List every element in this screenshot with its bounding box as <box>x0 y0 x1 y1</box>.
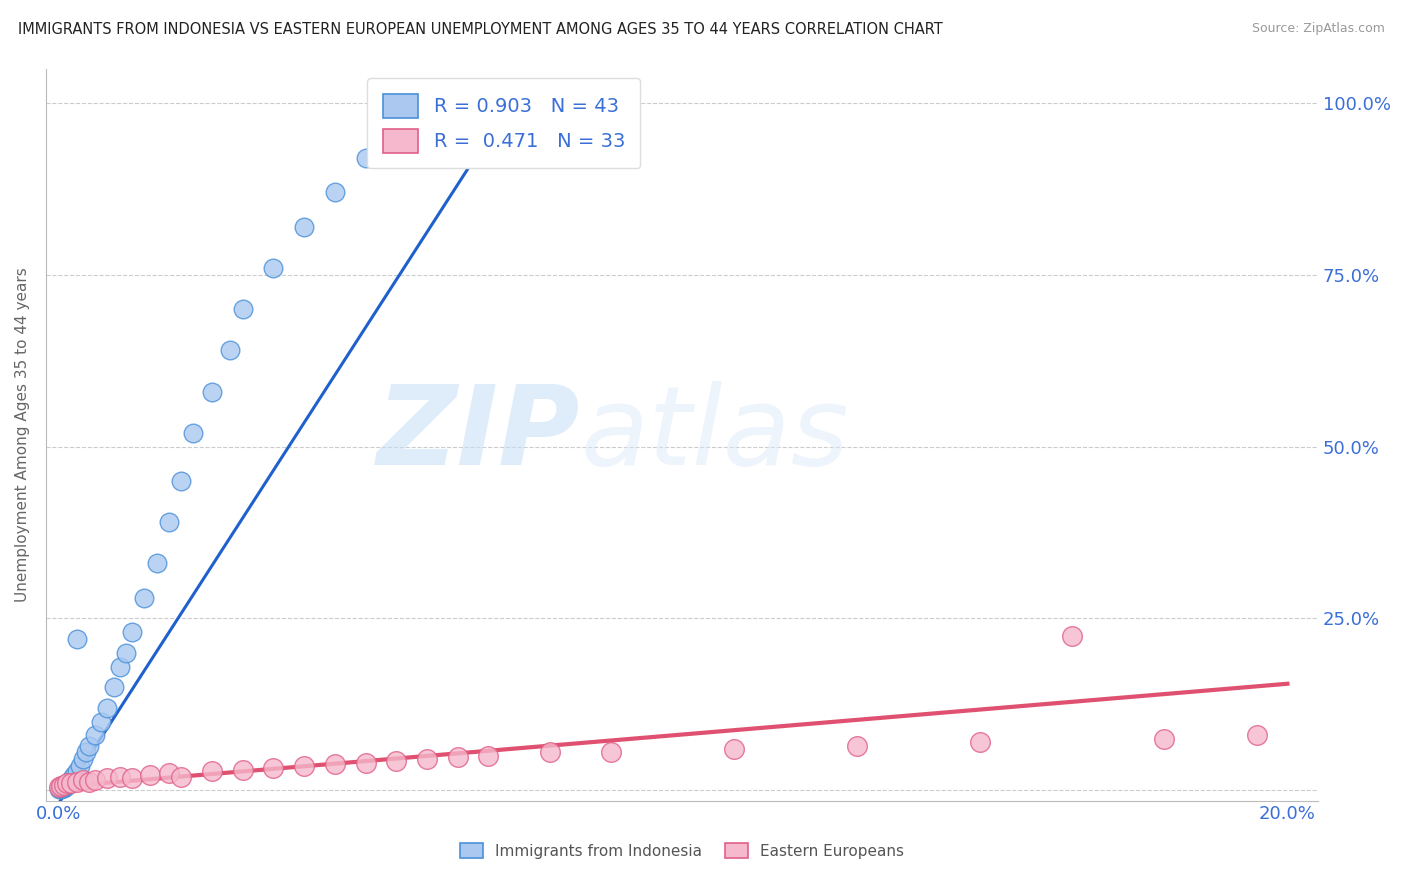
Point <box>262 260 284 275</box>
Point <box>219 343 242 358</box>
Point <box>121 625 143 640</box>
Point <box>66 632 89 646</box>
Point <box>201 764 224 778</box>
Point <box>134 591 156 605</box>
Point <box>157 515 180 529</box>
Point <box>723 742 745 756</box>
Point <box>385 755 408 769</box>
Text: ZIP: ZIP <box>377 381 581 488</box>
Point <box>292 219 315 234</box>
Point <box>354 756 377 770</box>
Point <box>72 772 94 787</box>
Point <box>108 659 131 673</box>
Point <box>323 757 346 772</box>
Point <box>72 752 94 766</box>
Point <box>52 780 75 794</box>
Point <box>75 746 97 760</box>
Point <box>56 779 79 793</box>
Point <box>183 425 205 440</box>
Point <box>59 772 82 787</box>
Point <box>53 780 76 794</box>
Point <box>477 748 499 763</box>
Point <box>59 776 82 790</box>
Point <box>96 771 118 785</box>
Point <box>60 771 83 785</box>
Point <box>77 739 100 753</box>
Point <box>51 781 73 796</box>
Point <box>157 766 180 780</box>
Point <box>84 772 107 787</box>
Point <box>969 735 991 749</box>
Point <box>201 384 224 399</box>
Point <box>416 752 439 766</box>
Point <box>103 680 125 694</box>
Point <box>53 778 76 792</box>
Point <box>62 768 84 782</box>
Point <box>69 759 91 773</box>
Point <box>354 151 377 165</box>
Point <box>447 750 470 764</box>
Point <box>56 776 79 790</box>
Point <box>48 781 70 796</box>
Text: Source: ZipAtlas.com: Source: ZipAtlas.com <box>1251 22 1385 36</box>
Point <box>77 775 100 789</box>
Point <box>232 763 254 777</box>
Point <box>1153 731 1175 746</box>
Point <box>90 714 112 729</box>
Point <box>52 780 75 795</box>
Point <box>56 776 79 790</box>
Point <box>600 746 623 760</box>
Point <box>170 474 193 488</box>
Text: atlas: atlas <box>581 381 849 488</box>
Point <box>84 728 107 742</box>
Point <box>139 768 162 782</box>
Point <box>846 739 869 753</box>
Point <box>170 770 193 784</box>
Point <box>145 557 167 571</box>
Point <box>51 780 73 795</box>
Point <box>323 186 346 200</box>
Point <box>1246 728 1268 742</box>
Point <box>49 781 72 796</box>
Point <box>96 701 118 715</box>
Point <box>108 770 131 784</box>
Point <box>56 778 79 792</box>
Point <box>121 771 143 785</box>
Legend: R = 0.903   N = 43, R =  0.471   N = 33: R = 0.903 N = 43, R = 0.471 N = 33 <box>367 78 641 169</box>
Point <box>66 764 89 778</box>
Point <box>232 302 254 317</box>
Point <box>55 779 77 793</box>
Point <box>48 780 70 794</box>
Y-axis label: Unemployment Among Ages 35 to 44 years: Unemployment Among Ages 35 to 44 years <box>15 268 30 602</box>
Point <box>49 781 72 796</box>
Point <box>51 779 73 793</box>
Point <box>58 775 80 789</box>
Point <box>115 646 138 660</box>
Point <box>66 775 89 789</box>
Point <box>538 746 561 760</box>
Point <box>1062 629 1084 643</box>
Point <box>416 151 439 165</box>
Point <box>292 759 315 773</box>
Point <box>262 761 284 775</box>
Point <box>51 781 73 796</box>
Text: IMMIGRANTS FROM INDONESIA VS EASTERN EUROPEAN UNEMPLOYMENT AMONG AGES 35 TO 44 Y: IMMIGRANTS FROM INDONESIA VS EASTERN EUR… <box>18 22 943 37</box>
